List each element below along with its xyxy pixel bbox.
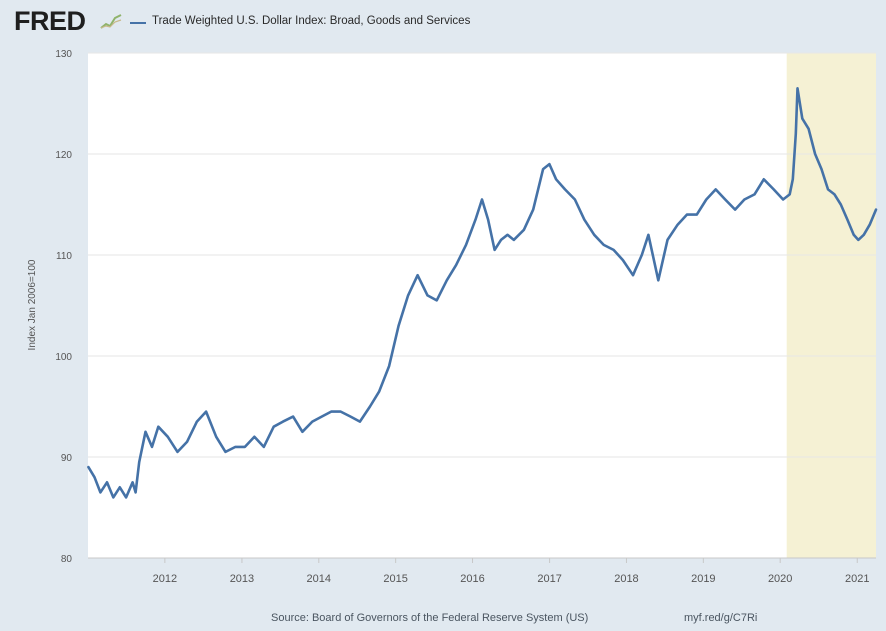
- y-tick-label: 130: [55, 49, 72, 60]
- plot-area: [88, 53, 876, 558]
- x-tick-label: 2012: [153, 573, 177, 585]
- x-tick-label: 2020: [768, 573, 792, 585]
- line-chart: 80 90 100 110 120 130 2012 2013 2014 2015 2016 2017…: [27, 49, 878, 585]
- x-tick-label: 2016: [460, 573, 484, 585]
- chart-footer: Source: Board of Governors of the Federa…: [0, 612, 886, 631]
- fred-logo: FRED: [14, 6, 86, 36]
- x-tick-label: 2018: [614, 573, 638, 585]
- x-tick-label: 2015: [383, 573, 407, 585]
- x-tick-label: 2013: [230, 573, 254, 585]
- x-tick-label: 2014: [307, 573, 331, 585]
- y-tick-label: 90: [61, 453, 73, 464]
- legend-series-swatch: [130, 22, 146, 24]
- chart-header: FRED Trade Weighted U.S. Dollar Index: B…: [0, 0, 886, 48]
- y-tick-label: 120: [55, 150, 72, 161]
- x-tick-label: 2019: [691, 573, 715, 585]
- series-line: [87, 87, 878, 499]
- legend-series-label: Trade Weighted U.S. Dollar Index: Broad,…: [152, 15, 471, 27]
- y-axis-label: Index Jan 2006=100: [27, 259, 38, 350]
- fred-graph-logo-icon: [100, 14, 122, 29]
- y-tick-label: 100: [55, 352, 72, 363]
- y-tick-label: 80: [61, 554, 73, 565]
- x-tick-label: 2021: [845, 573, 869, 585]
- x-tick-label: 2017: [537, 573, 561, 585]
- source-note: Source: Board of Governors of the Federa…: [271, 612, 589, 624]
- recession-shading: [786, 53, 876, 558]
- short-link[interactable]: myf.red/g/C7Ri: [684, 612, 758, 624]
- y-tick-label: 110: [56, 251, 72, 262]
